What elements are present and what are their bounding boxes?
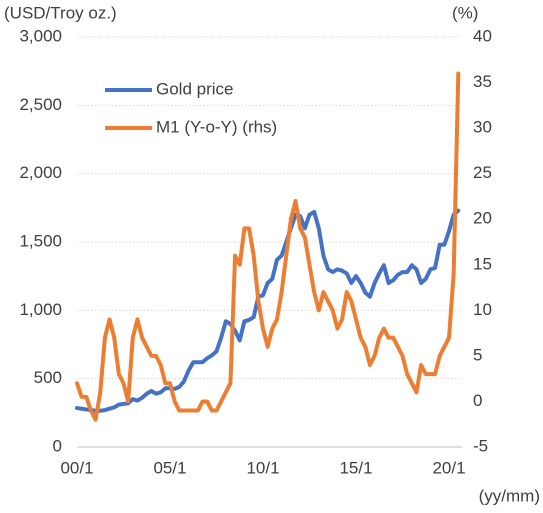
y-tick-label: 2,500 xyxy=(19,95,62,114)
y2-tick-label: 40 xyxy=(473,26,492,45)
legend-label: Gold price xyxy=(156,79,233,98)
y-tick-label: 3,000 xyxy=(19,26,62,45)
x-tick-label: 10/1 xyxy=(246,458,279,477)
x-tick-label: 05/1 xyxy=(153,458,186,477)
y2-tick-label: 10 xyxy=(473,300,492,319)
y-tick-label: 0 xyxy=(53,436,62,455)
y-tick-label: 2,000 xyxy=(19,163,62,182)
x-tick-label: 20/1 xyxy=(432,458,465,477)
y2-tick-label: 35 xyxy=(473,72,492,91)
y2-tick-label: 25 xyxy=(473,163,492,182)
x-axis-label: (yy/mm) xyxy=(479,486,540,505)
series-line xyxy=(75,71,461,422)
legend-label: M1 (Y-o-Y) (rhs) xyxy=(156,117,277,136)
y2-tick-label: -5 xyxy=(473,436,488,455)
y-tick-label: 500 xyxy=(34,368,62,387)
y2-axis-label: (%) xyxy=(452,3,478,22)
x-tick-label: 15/1 xyxy=(339,458,372,477)
y2-tick-label: 0 xyxy=(473,391,482,410)
y-tick-label: 1,000 xyxy=(19,300,62,319)
y2-tick-label: 15 xyxy=(473,254,492,273)
y2-tick-label: 30 xyxy=(473,118,492,137)
y2-tick-label: 5 xyxy=(473,345,482,364)
y-tick-label: 1,500 xyxy=(19,231,62,250)
x-tick-label: 00/1 xyxy=(60,458,93,477)
series-line xyxy=(75,208,461,413)
y2-tick-label: 20 xyxy=(473,209,492,228)
y-axis-label: (USD/Troy oz.) xyxy=(4,3,117,22)
